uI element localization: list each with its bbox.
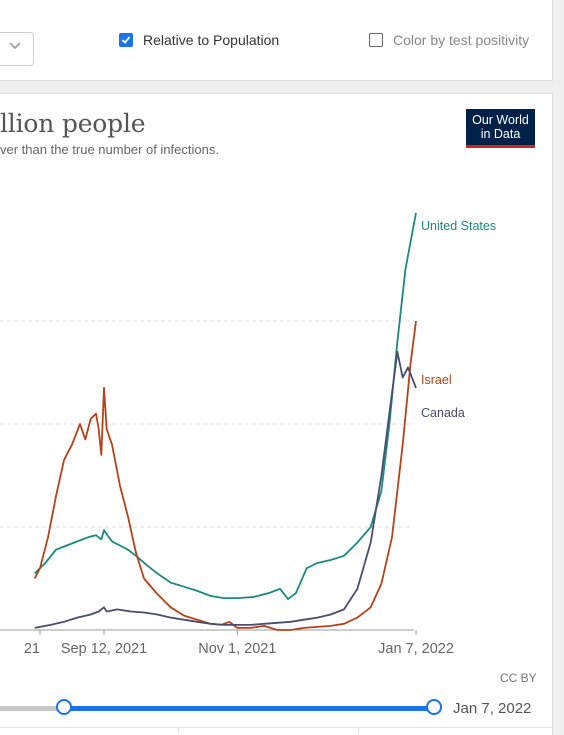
series-label-canada: Canada [421,406,465,420]
x-tick-label: Jan 7, 2022 [378,641,454,657]
chart-subtitle: ver than the true number of infections. [0,142,219,157]
series-line-united-states [34,212,417,600]
timeline-end-date: Jan 7, 2022 [453,700,532,717]
controls-bar: Relative to Population Color by test pos… [0,0,553,81]
logo-line-1: Our World [472,113,529,127]
license-text[interactable]: CC BY [500,671,537,685]
chart-card [0,93,553,735]
dropdown-select[interactable] [0,32,34,66]
tab-separator [358,727,359,734]
tab-bar-divider [0,727,552,728]
timeline-start-handle[interactable] [56,699,72,715]
color-by-test-positivity-checkbox[interactable]: Color by test positivity [369,32,529,48]
color-by-test-positivity-label: Color by test positivity [393,32,530,48]
checkbox-unchecked-icon[interactable] [369,33,383,47]
series-label-united-states: United States [421,219,496,233]
chart-grid [0,320,414,528]
logo-line-2: in Data [480,127,521,141]
relative-to-population-label: Relative to Population [143,32,280,48]
series-line-canada [34,351,417,629]
x-axis: 21 Sep 12, 2021 Nov 1, 2021 Jan 7, 2022 [0,629,454,657]
x-tick-label: 21 [24,641,40,657]
x-tick-label: Nov 1, 2021 [198,641,276,657]
chart-title: llion people [0,109,146,138]
timeline-track-active[interactable] [64,706,434,711]
owid-logo[interactable]: Our World in Data [466,109,535,148]
chevron-down-icon [9,42,21,50]
series-lines [33,212,417,631]
series-labels: United States Israel Canada [421,219,496,420]
relative-to-population-checkbox[interactable]: Relative to Population [119,32,279,48]
timeline-track-inactive[interactable] [0,706,64,711]
x-tick-label: Sep 12, 2021 [61,641,147,657]
series-label-israel: Israel [421,373,452,387]
timeline-end-handle[interactable] [426,699,442,715]
checkbox-checked-icon[interactable] [119,33,133,47]
tab-separator [178,727,179,734]
series-line-israel [33,320,417,631]
